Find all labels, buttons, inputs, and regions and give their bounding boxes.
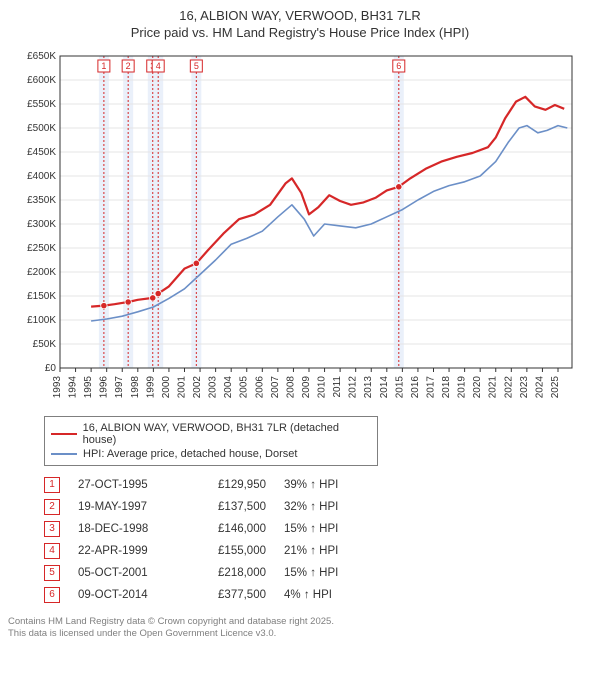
svg-text:£50K: £50K <box>33 339 57 350</box>
svg-text:£350K: £350K <box>27 195 56 206</box>
sale-date: 09-OCT-2014 <box>78 589 168 601</box>
sale-badge: 1 <box>44 477 60 493</box>
svg-text:£150K: £150K <box>27 291 56 302</box>
sale-diff: 32% ↑ HPI <box>284 501 364 513</box>
footer: Contains HM Land Registry data © Crown c… <box>8 616 592 641</box>
svg-text:1996: 1996 <box>99 376 110 399</box>
svg-text:1998: 1998 <box>130 376 141 399</box>
page-title-line1: 16, ALBION WAY, VERWOOD, BH31 7LR <box>8 8 592 23</box>
svg-text:£200K: £200K <box>27 267 56 278</box>
svg-text:2010: 2010 <box>317 376 328 399</box>
sale-price: £137,500 <box>186 501 266 513</box>
svg-text:£550K: £550K <box>27 99 56 110</box>
svg-text:2005: 2005 <box>239 376 250 399</box>
sale-badge: 6 <box>44 587 60 603</box>
svg-text:2004: 2004 <box>223 376 234 399</box>
sales-table: 1 27-OCT-1995 £129,950 39% ↑ HPI 2 19-MAY-199… <box>44 474 592 606</box>
sale-badge: 3 <box>44 521 60 537</box>
sale-date: 27-OCT-1995 <box>78 479 168 491</box>
sale-diff: 15% ↑ HPI <box>284 523 364 535</box>
svg-text:5: 5 <box>194 61 199 71</box>
sale-date: 22-APR-1999 <box>78 545 168 557</box>
legend-label-a: 16, ALBION WAY, VERWOOD, BH31 7LR (detac… <box>83 422 371 446</box>
svg-text:2013: 2013 <box>363 376 374 399</box>
svg-text:£250K: £250K <box>27 243 56 254</box>
price-chart: £0 £50K £100K £150K £200K £250K £300K £350K £400… <box>20 48 580 408</box>
svg-text:2017: 2017 <box>425 376 436 399</box>
svg-text:2002: 2002 <box>192 376 203 399</box>
sale-date: 18-DEC-1998 <box>78 523 168 535</box>
sales-row: 2 19-MAY-1997 £137,500 32% ↑ HPI <box>44 496 592 518</box>
footer-line2: This data is licensed under the Open Gov… <box>8 628 592 640</box>
svg-text:£100K: £100K <box>27 315 56 326</box>
svg-text:2022: 2022 <box>503 376 514 399</box>
svg-text:2000: 2000 <box>161 376 172 399</box>
sale-date: 19-MAY-1997 <box>78 501 168 513</box>
svg-text:2016: 2016 <box>410 376 421 399</box>
legend-row: 16, ALBION WAY, VERWOOD, BH31 7LR (detac… <box>51 421 371 447</box>
svg-text:2003: 2003 <box>208 376 219 399</box>
sale-price: £218,000 <box>186 567 266 579</box>
svg-text:2025: 2025 <box>550 376 561 399</box>
svg-text:2019: 2019 <box>457 376 468 399</box>
svg-text:2008: 2008 <box>285 376 296 399</box>
sale-price: £146,000 <box>186 523 266 535</box>
svg-text:1995: 1995 <box>83 376 94 399</box>
svg-text:2: 2 <box>126 61 131 71</box>
svg-text:£0: £0 <box>45 363 57 374</box>
sale-badge: 4 <box>44 543 60 559</box>
sale-diff: 15% ↑ HPI <box>284 567 364 579</box>
svg-text:1999: 1999 <box>145 376 156 399</box>
svg-text:1993: 1993 <box>52 376 63 399</box>
svg-text:2011: 2011 <box>332 376 343 398</box>
sale-date: 05-OCT-2001 <box>78 567 168 579</box>
sale-price: £155,000 <box>186 545 266 557</box>
sale-diff: 4% ↑ HPI <box>284 589 364 601</box>
sales-row: 6 09-OCT-2014 £377,500 4% ↑ HPI <box>44 584 592 606</box>
sale-diff: 39% ↑ HPI <box>284 479 364 491</box>
legend-swatch-b <box>51 453 77 455</box>
svg-text:2020: 2020 <box>472 376 483 399</box>
svg-text:2014: 2014 <box>379 376 390 399</box>
svg-text:1: 1 <box>101 61 106 71</box>
svg-text:2021: 2021 <box>488 376 499 399</box>
svg-text:£500K: £500K <box>27 123 56 134</box>
legend-label-b: HPI: Average price, detached house, Dors… <box>83 448 297 460</box>
legend-row: HPI: Average price, detached house, Dors… <box>51 447 371 461</box>
sales-row: 1 27-OCT-1995 £129,950 39% ↑ HPI <box>44 474 592 496</box>
svg-text:2009: 2009 <box>301 376 312 399</box>
svg-text:£300K: £300K <box>27 219 56 230</box>
svg-text:1997: 1997 <box>114 376 125 399</box>
sales-row: 3 18-DEC-1998 £146,000 15% ↑ HPI <box>44 518 592 540</box>
svg-text:6: 6 <box>396 61 401 71</box>
footer-line1: Contains HM Land Registry data © Crown c… <box>8 616 592 628</box>
svg-text:2006: 2006 <box>254 376 265 399</box>
sale-badge: 5 <box>44 565 60 581</box>
sale-badge: 2 <box>44 499 60 515</box>
svg-text:2023: 2023 <box>519 376 530 399</box>
svg-text:£450K: £450K <box>27 147 56 158</box>
legend: 16, ALBION WAY, VERWOOD, BH31 7LR (detac… <box>44 416 378 466</box>
sale-price: £129,950 <box>186 479 266 491</box>
svg-text:2001: 2001 <box>176 376 187 399</box>
sale-diff: 21% ↑ HPI <box>284 545 364 557</box>
svg-text:2015: 2015 <box>394 376 405 399</box>
page-title-line2: Price paid vs. HM Land Registry's House … <box>8 25 592 40</box>
legend-swatch-a <box>51 433 77 435</box>
svg-text:2007: 2007 <box>270 376 281 399</box>
svg-text:2018: 2018 <box>441 376 452 399</box>
svg-text:1994: 1994 <box>68 376 79 399</box>
svg-text:2024: 2024 <box>534 376 545 399</box>
page: 16, ALBION WAY, VERWOOD, BH31 7LR Price … <box>0 0 600 680</box>
svg-text:4: 4 <box>156 61 161 71</box>
svg-text:2012: 2012 <box>348 376 359 399</box>
svg-text:£650K: £650K <box>27 51 56 62</box>
svg-text:£600K: £600K <box>27 75 56 86</box>
sales-row: 5 05-OCT-2001 £218,000 15% ↑ HPI <box>44 562 592 584</box>
sale-price: £377,500 <box>186 589 266 601</box>
svg-text:£400K: £400K <box>27 171 56 182</box>
sales-row: 4 22-APR-1999 £155,000 21% ↑ HPI <box>44 540 592 562</box>
